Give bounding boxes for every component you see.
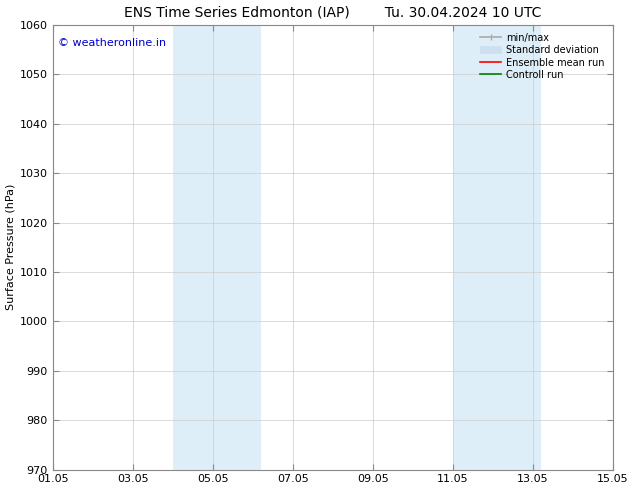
Bar xyxy=(172,25,261,469)
Y-axis label: Surface Pressure (hPa): Surface Pressure (hPa) xyxy=(6,184,16,311)
Legend: min/max, Standard deviation, Ensemble mean run, Controll run: min/max, Standard deviation, Ensemble me… xyxy=(477,30,608,83)
Title: ENS Time Series Edmonton (IAP)        Tu. 30.04.2024 10 UTC: ENS Time Series Edmonton (IAP) Tu. 30.04… xyxy=(124,5,541,20)
Bar xyxy=(453,25,541,469)
Text: © weatheronline.in: © weatheronline.in xyxy=(58,38,167,48)
